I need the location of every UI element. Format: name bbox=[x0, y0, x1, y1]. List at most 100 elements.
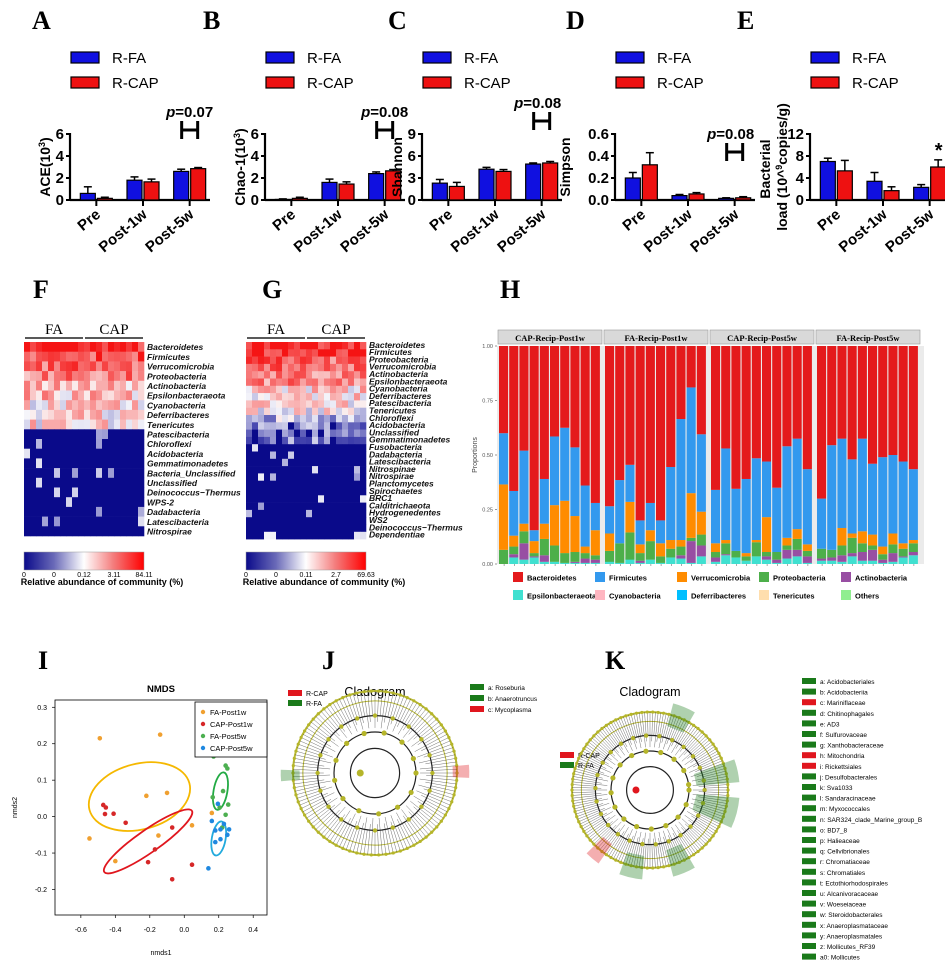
bar-segment-bacteroidetes bbox=[499, 346, 509, 434]
leaf-node bbox=[692, 853, 696, 857]
legend-label: Verrucomicrobia bbox=[691, 574, 751, 583]
heatmap-cell bbox=[294, 400, 301, 408]
taxon-label: a0: Mollicutes bbox=[820, 955, 860, 962]
taxon-label: v: Woeseiaceae bbox=[820, 902, 867, 909]
heatmap-cell bbox=[252, 488, 259, 496]
heatmap-cell bbox=[294, 436, 301, 445]
heatmap-cell bbox=[42, 497, 49, 508]
branch bbox=[702, 804, 726, 812]
heatmap-cell bbox=[300, 495, 307, 503]
branch bbox=[421, 737, 449, 751]
heatmap-cell bbox=[108, 458, 115, 469]
heatmap-cell bbox=[336, 495, 343, 503]
legend-label: Tenericutes bbox=[773, 592, 815, 601]
heatmap-cell bbox=[120, 439, 127, 449]
data-point-fa-post5w bbox=[220, 788, 226, 794]
branch bbox=[590, 739, 609, 756]
colorbar bbox=[245, 551, 367, 571]
branch bbox=[304, 799, 332, 816]
branch bbox=[628, 842, 636, 866]
heatmap-cell bbox=[324, 473, 331, 481]
heatmap-cell bbox=[288, 509, 295, 518]
heatmap-cell bbox=[318, 415, 325, 423]
legend-swatch-deferribacteres bbox=[677, 590, 687, 600]
bar-r-cap-post-1w bbox=[143, 181, 160, 201]
heatmap-cell bbox=[300, 458, 307, 467]
heatmap-cell bbox=[108, 342, 115, 352]
heatmap-cell bbox=[102, 380, 109, 391]
heatmap-cell bbox=[30, 468, 37, 479]
bar-segment-firmicutes bbox=[519, 450, 529, 524]
leaf-node bbox=[573, 766, 577, 771]
bar-segment-epsilonbacteraeota bbox=[847, 556, 857, 564]
clade-node bbox=[598, 811, 604, 817]
branch bbox=[431, 761, 457, 766]
clade-node bbox=[701, 778, 706, 783]
clade-node bbox=[326, 737, 331, 742]
bar-segment-proteobacteria bbox=[645, 541, 655, 560]
taxon-swatch bbox=[802, 784, 816, 790]
heatmap-cell bbox=[336, 378, 343, 387]
y-axis-label-base: Shannon bbox=[389, 137, 405, 197]
heatmap-cell bbox=[312, 371, 319, 379]
bar-segment-epsilonbacteraeota bbox=[666, 557, 676, 564]
heatmap-cell bbox=[300, 517, 307, 525]
heatmap-cell bbox=[252, 385, 259, 394]
heatmap-cell bbox=[354, 436, 361, 445]
branch bbox=[413, 795, 446, 816]
row-label: Cyanobacteria bbox=[369, 384, 428, 394]
heatmap-cell bbox=[258, 378, 265, 387]
heatmap-cell bbox=[330, 400, 337, 408]
heatmap-cell bbox=[60, 371, 67, 382]
bar-segment-epsilonbacteraeota bbox=[802, 562, 812, 564]
branch bbox=[576, 808, 599, 817]
heatmap-cell bbox=[324, 422, 331, 430]
heatmap-cell bbox=[354, 415, 361, 423]
bar-segment-actinobacteria bbox=[529, 556, 539, 558]
leaf-node bbox=[369, 689, 373, 693]
row-label: Firmicutes bbox=[147, 352, 190, 362]
taxon-label: b: Acidobacteriia bbox=[820, 690, 868, 697]
heatmap-cell bbox=[276, 524, 283, 533]
bar-segment-firmicutes bbox=[696, 434, 706, 512]
bar-segment-bacteroidetes bbox=[857, 346, 867, 439]
leaf-node bbox=[328, 702, 332, 707]
bar-r-fa-pre bbox=[274, 198, 291, 201]
bar-segment-firmicutes bbox=[635, 520, 645, 545]
bar-segment-bacteroidetes bbox=[792, 346, 802, 439]
cladogram-title: Cladogram bbox=[619, 685, 680, 699]
bar-segment-actinobacteria bbox=[802, 556, 812, 563]
heatmap-cell bbox=[48, 371, 55, 382]
bar-segment-actinobacteria bbox=[868, 549, 878, 561]
y-tick-label: 9 bbox=[408, 126, 416, 143]
leaf-node bbox=[682, 718, 686, 722]
heatmap-cell bbox=[246, 531, 253, 540]
heatmap-cell bbox=[138, 419, 145, 430]
heatmap-cell bbox=[342, 444, 349, 452]
heatmap-cell bbox=[102, 371, 109, 382]
branch bbox=[641, 712, 646, 748]
heatmap-cell bbox=[252, 466, 259, 474]
bar-segment-epsilonbacteraeota bbox=[615, 562, 625, 564]
legend-swatch-r-fa bbox=[810, 51, 840, 64]
heatmap-cell bbox=[312, 356, 319, 365]
heatmap-cell bbox=[30, 429, 37, 440]
leaf-node bbox=[677, 716, 681, 720]
heatmap-cell bbox=[258, 458, 265, 467]
branch bbox=[664, 714, 672, 738]
leaf-node bbox=[303, 729, 307, 733]
branch bbox=[335, 700, 351, 728]
bar-segment-epsilonbacteraeota bbox=[519, 559, 529, 564]
heatmap-cell bbox=[246, 378, 253, 387]
heatmap-cell bbox=[72, 390, 79, 401]
taxon-swatch bbox=[802, 858, 816, 865]
heatmap-cell bbox=[54, 429, 61, 440]
heatmap-cell bbox=[324, 458, 331, 467]
heatmap-cell bbox=[42, 477, 49, 488]
heatmap-cell bbox=[54, 506, 61, 517]
heatmap-cell bbox=[300, 349, 307, 357]
row-label: Firmicutes bbox=[369, 347, 412, 357]
panel-label-c: C bbox=[388, 6, 407, 35]
branch bbox=[382, 829, 387, 855]
bar-segment-epsilonbacteraeota bbox=[751, 556, 761, 564]
